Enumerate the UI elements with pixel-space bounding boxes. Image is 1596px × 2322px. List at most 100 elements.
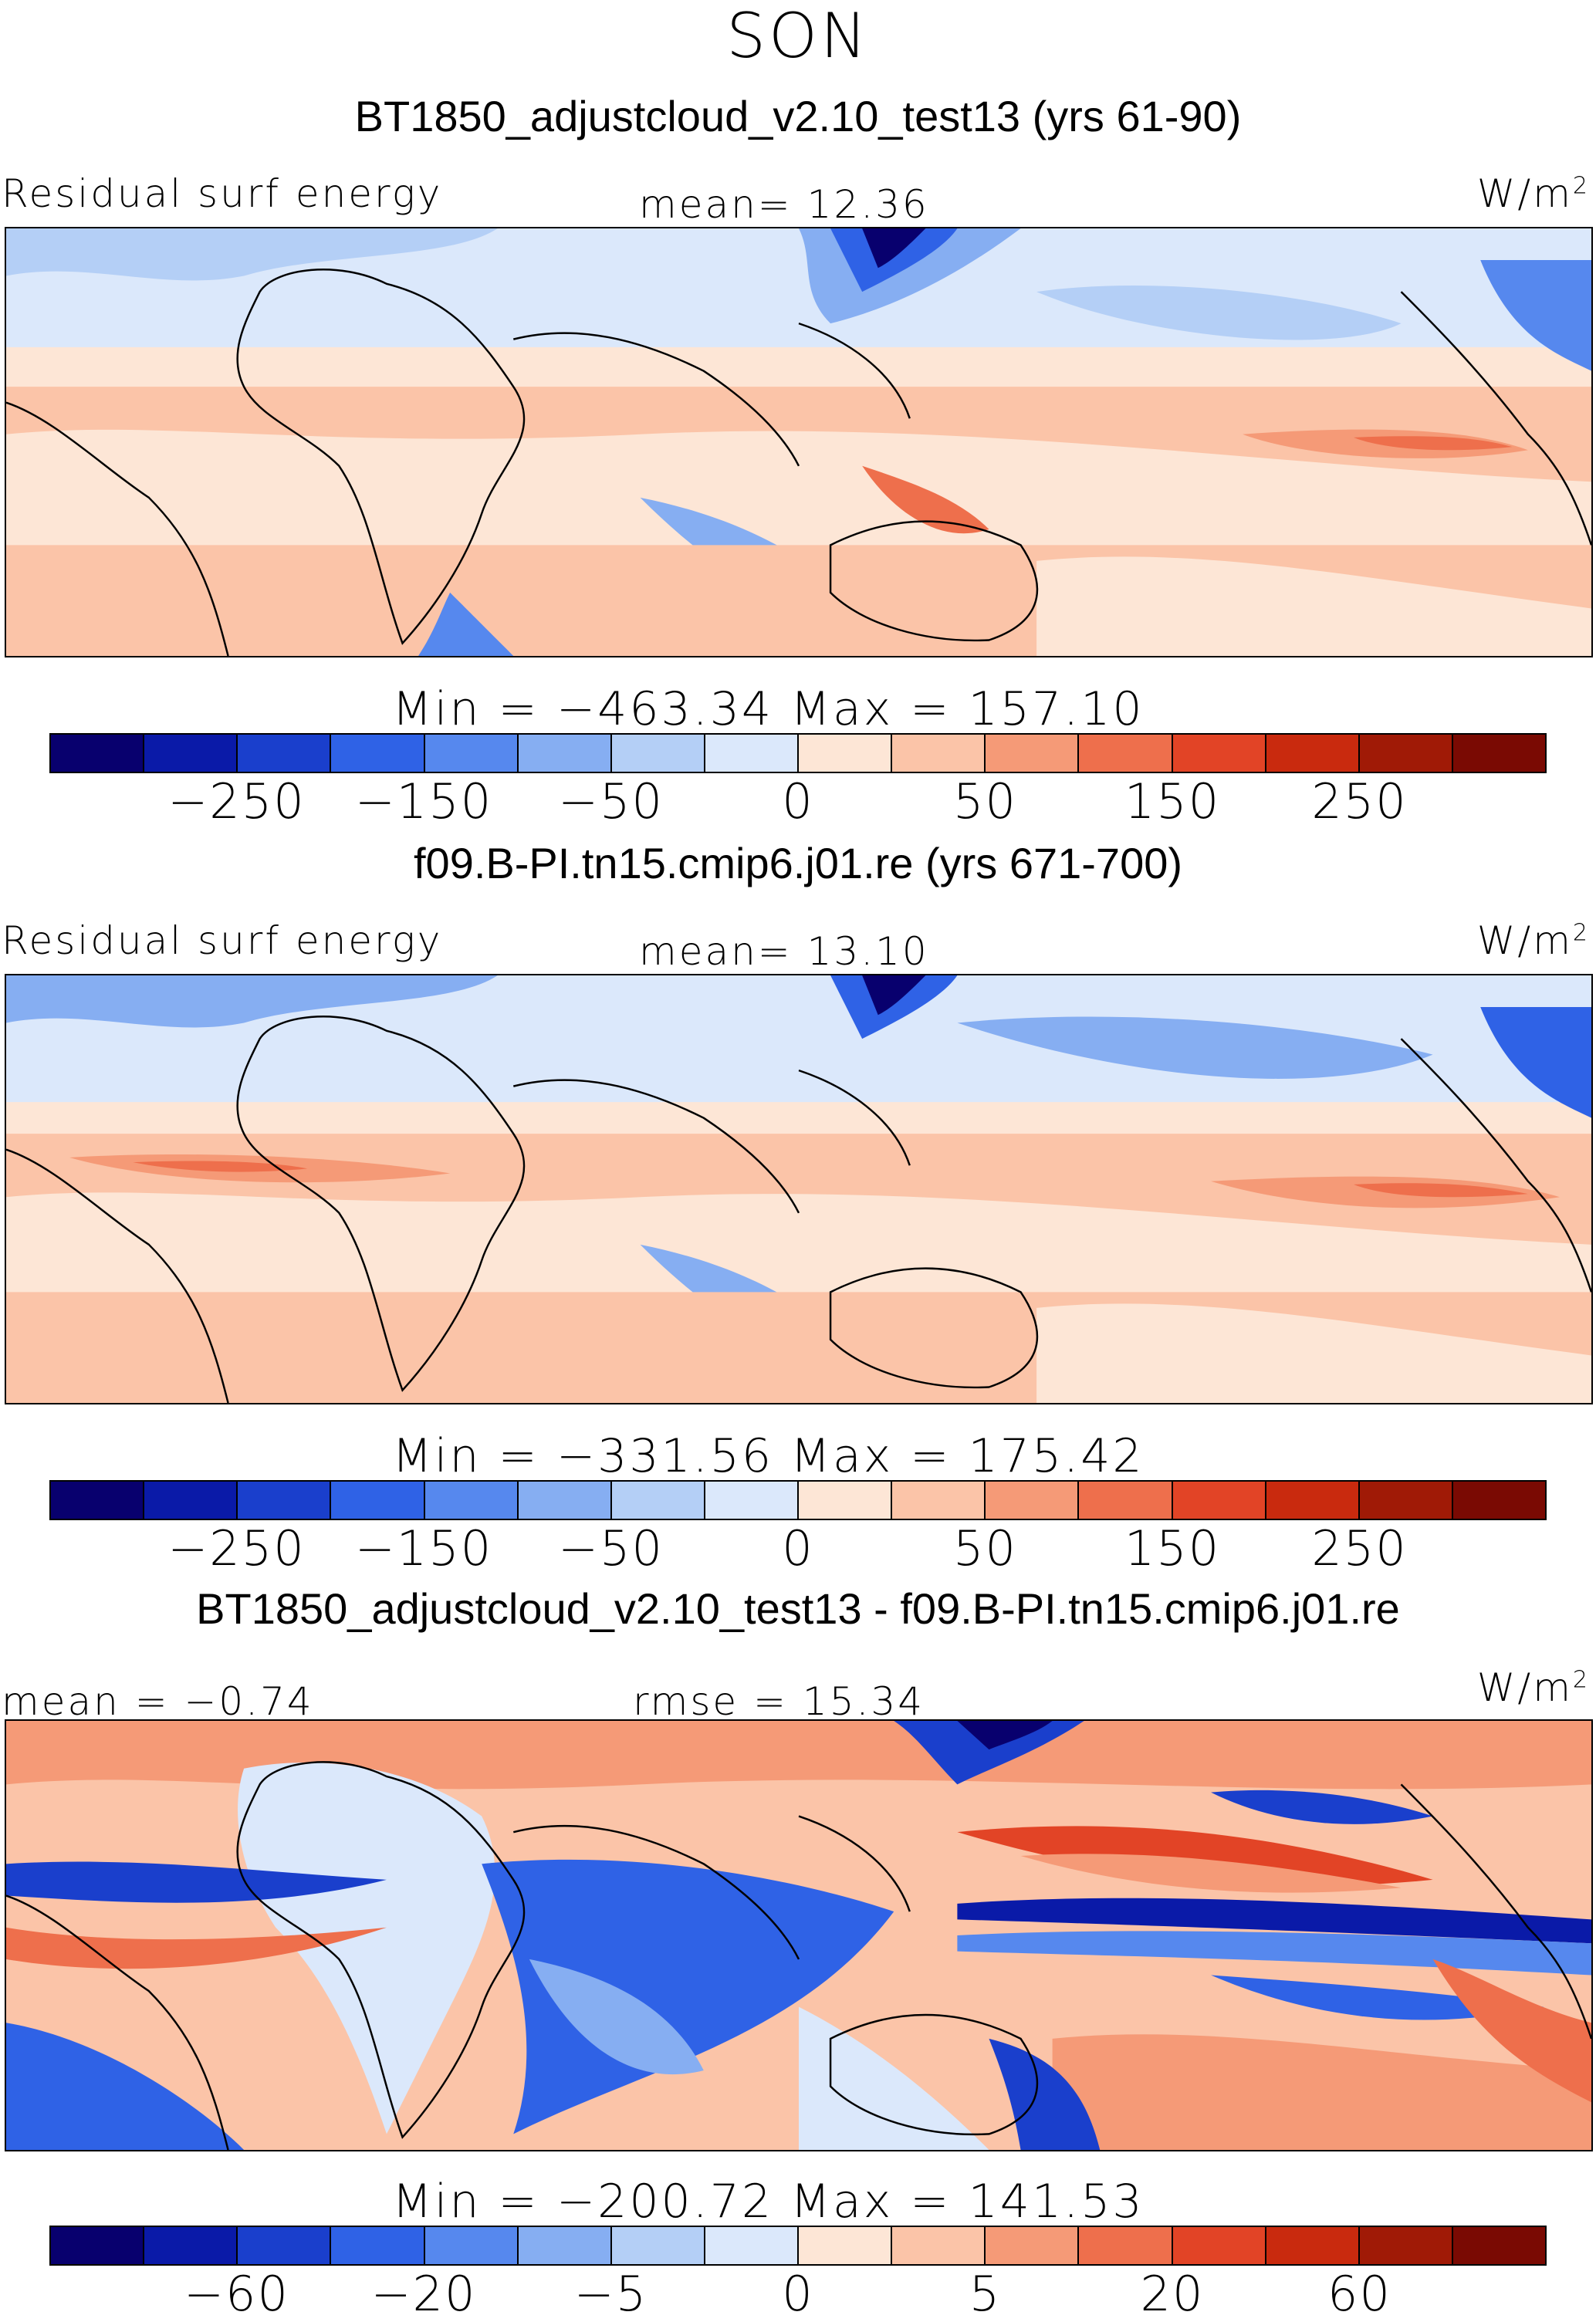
- colorbar-tick-label: 150: [1124, 1520, 1221, 1577]
- colorbar-tick-label: −50: [558, 773, 664, 830]
- colorbar-segment: [1266, 735, 1360, 772]
- panel-2-variable-label: Residual surf energy: [2, 918, 443, 963]
- panel-2-unit: W/m: [1476, 918, 1573, 963]
- panel-1-minmax: Min = −463.34 Max = 157.10: [392, 682, 1145, 736]
- colorbar-segment: [1359, 2227, 1453, 2264]
- colorbar-segment: [424, 1482, 519, 1519]
- panel-3-colorbar: [49, 2226, 1547, 2266]
- colorbar-segment: [705, 735, 799, 772]
- panel-2-unit-exponent: 2: [1572, 919, 1590, 947]
- colorbar-segment: [1079, 2227, 1173, 2264]
- colorbar-segment: [1079, 1482, 1173, 1519]
- panel-3-unit-exponent: 2: [1572, 1666, 1590, 1694]
- colorbar-segment: [611, 2227, 705, 2264]
- panel-3-map: [5, 1719, 1593, 2151]
- panel-3-map-graphic: [6, 1721, 1591, 2150]
- colorbar-tick-label: 20: [1140, 2266, 1205, 2322]
- colorbar-tick-label: 50: [953, 1520, 1017, 1577]
- panel-2-map-graphic: [6, 975, 1591, 1403]
- panel-1-colorbar: [49, 733, 1547, 773]
- panel-1-variable-label: Residual surf energy: [2, 171, 443, 216]
- panel-3-minmax: Min = −200.72 Max = 141.53: [392, 2175, 1145, 2229]
- colorbar-segment: [331, 2227, 425, 2264]
- colorbar-segment: [518, 2227, 612, 2264]
- colorbar-segment: [518, 735, 612, 772]
- colorbar-segment: [144, 1482, 238, 1519]
- colorbar-segment: [986, 735, 1080, 772]
- colorbar-segment: [424, 735, 519, 772]
- colorbar-tick-label: −250: [167, 1520, 306, 1577]
- colorbar-segment: [238, 735, 332, 772]
- colorbar-segment: [51, 735, 145, 772]
- colorbar-segment: [1172, 1482, 1266, 1519]
- colorbar-tick-label: −150: [354, 1520, 493, 1577]
- panel-3-rmse-label: rmse = 15.34: [633, 1679, 925, 1724]
- panel-2-map: [5, 974, 1593, 1404]
- colorbar-segment: [892, 1482, 986, 1519]
- panel-2-unit-label: W/m2: [1477, 918, 1590, 963]
- panel-1-unit-exponent: 2: [1572, 172, 1590, 200]
- panel-1-title: BT1850_adjustcloud_v2.10_test13 (yrs 61-…: [354, 92, 1242, 140]
- colorbar-segment: [611, 735, 705, 772]
- panel-1-map-graphic: [6, 228, 1591, 656]
- colorbar-segment: [51, 1482, 145, 1519]
- colorbar-segment: [331, 735, 425, 772]
- colorbar-segment: [1172, 735, 1266, 772]
- colorbar-segment: [892, 735, 986, 772]
- colorbar-segment: [144, 2227, 238, 2264]
- panel-1-colorbar-ticks: −250 −150 −50 0 50 150 250: [0, 773, 1596, 832]
- colorbar-segment: [238, 2227, 332, 2264]
- colorbar-tick-label: −20: [370, 2266, 477, 2322]
- colorbar-segment: [1359, 1482, 1453, 1519]
- colorbar-segment: [799, 735, 893, 772]
- colorbar-segment: [1359, 735, 1453, 772]
- panel-2-title: f09.B-PI.tn15.cmip6.j01.re (yrs 671-700): [413, 839, 1183, 887]
- colorbar-segment: [611, 1482, 705, 1519]
- panel-3-unit: W/m: [1476, 1665, 1573, 1710]
- panel-2-minmax: Min = −331.56 Max = 175.42: [392, 1429, 1145, 1483]
- colorbar-tick-label: 0: [782, 773, 814, 830]
- colorbar-tick-label: −5: [573, 2266, 648, 2322]
- colorbar-tick-label: 5: [969, 2266, 1002, 2322]
- colorbar-segment: [1452, 735, 1545, 772]
- colorbar-segment: [424, 2227, 519, 2264]
- panel-3-mean-label: mean = −0.74: [2, 1679, 314, 1724]
- colorbar-segment: [1266, 2227, 1360, 2264]
- colorbar-tick-label: −60: [184, 2266, 289, 2322]
- colorbar-tick-label: 50: [953, 773, 1017, 830]
- panel-1-unit-label: W/m2: [1477, 171, 1590, 216]
- colorbar-segment: [799, 1482, 893, 1519]
- panel-1-mean-label: mean= 12.36: [639, 182, 929, 227]
- colorbar-tick-label: 150: [1124, 773, 1221, 830]
- colorbar-tick-label: 250: [1311, 1520, 1408, 1577]
- colorbar-segment: [799, 2227, 893, 2264]
- colorbar-segment: [51, 2227, 145, 2264]
- colorbar-segment: [1266, 1482, 1360, 1519]
- season-title: SON: [726, 0, 870, 72]
- colorbar-tick-label: 0: [782, 2266, 814, 2322]
- colorbar-segment: [705, 2227, 799, 2264]
- colorbar-segment: [331, 1482, 425, 1519]
- colorbar-tick-label: −250: [167, 773, 306, 830]
- colorbar-segment: [238, 1482, 332, 1519]
- colorbar-segment: [705, 1482, 799, 1519]
- colorbar-segment: [1079, 735, 1173, 772]
- colorbar-segment: [1172, 2227, 1266, 2264]
- colorbar-tick-label: −150: [354, 773, 493, 830]
- colorbar-tick-label: 250: [1311, 773, 1408, 830]
- colorbar-segment: [144, 735, 238, 772]
- colorbar-segment: [1452, 2227, 1545, 2264]
- panel-1-unit: W/m: [1476, 171, 1573, 216]
- panel-2-colorbar-ticks: −250 −150 −50 0 50 150 250: [0, 1520, 1596, 1579]
- colorbar-segment: [1452, 1482, 1545, 1519]
- colorbar-tick-label: 60: [1327, 2266, 1391, 2322]
- panel-1-map: [5, 227, 1593, 657]
- panel-3-title: BT1850_adjustcloud_v2.10_test13 - f09.B-…: [196, 1584, 1400, 1633]
- colorbar-tick-label: −50: [558, 1520, 664, 1577]
- panel-2-mean-label: mean= 13.10: [639, 929, 929, 974]
- panel-3-colorbar-ticks: −60 −20 −5 0 5 20 60: [0, 2266, 1596, 2322]
- colorbar-segment: [892, 2227, 986, 2264]
- colorbar-segment: [986, 1482, 1080, 1519]
- panel-2-colorbar: [49, 1480, 1547, 1520]
- colorbar-segment: [518, 1482, 612, 1519]
